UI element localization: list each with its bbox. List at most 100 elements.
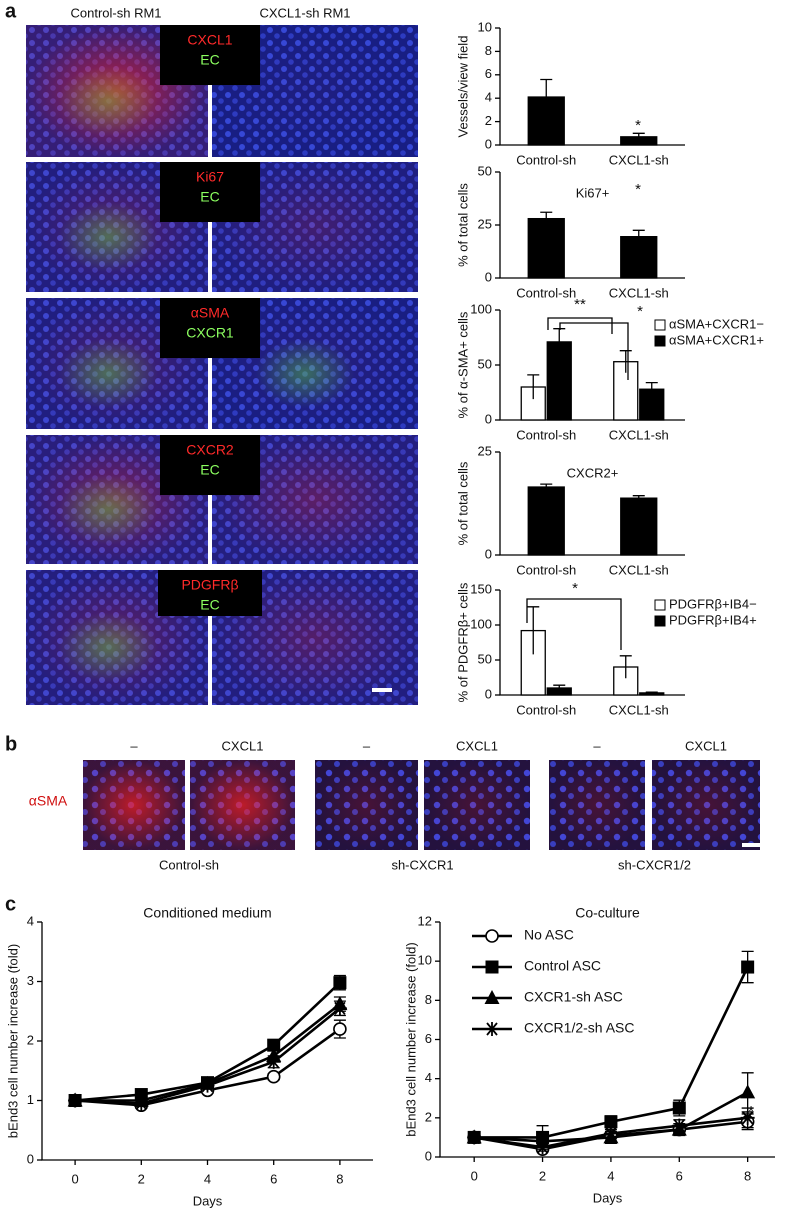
scale-bar bbox=[372, 688, 392, 692]
legend-label: CXCR1/2-sh ASC bbox=[524, 1020, 634, 1036]
x-tick-label: 6 bbox=[270, 1171, 277, 1186]
legend-label: Control ASC bbox=[524, 958, 601, 974]
y-tick-label: 0 bbox=[485, 546, 492, 561]
significance-bracket bbox=[526, 598, 622, 650]
column-header: Control-sh RM1 bbox=[70, 5, 161, 20]
marker bbox=[267, 1038, 281, 1052]
stain-label: PDGFRβ bbox=[181, 577, 238, 593]
x-tick-label: 2 bbox=[539, 1168, 546, 1183]
stain-label: EC bbox=[200, 52, 219, 68]
y-tick-label: 4 bbox=[425, 1070, 432, 1085]
y-tick-label: 2 bbox=[425, 1109, 432, 1124]
bar bbox=[639, 388, 665, 421]
error-bar bbox=[619, 350, 632, 373]
legend-label: αSMA+CXCR1+ bbox=[669, 332, 764, 347]
marker bbox=[266, 1069, 281, 1084]
y-tick-label: 10 bbox=[418, 953, 432, 968]
legend-marker bbox=[485, 929, 499, 943]
column-header: CXCL1-sh RM1 bbox=[259, 5, 350, 20]
x-tick-label: 8 bbox=[336, 1171, 343, 1186]
stain-box bbox=[160, 435, 260, 495]
y-tick-label: 4 bbox=[27, 913, 34, 928]
marker bbox=[740, 1110, 755, 1125]
panel-label: c bbox=[5, 893, 16, 915]
legend-marker bbox=[485, 1022, 499, 1036]
y-tick-label: 25 bbox=[478, 216, 492, 231]
scale-bar bbox=[742, 843, 770, 847]
micrograph-stain bbox=[652, 760, 760, 850]
error-bar-line bbox=[553, 328, 566, 356]
error-bar-line bbox=[619, 655, 632, 679]
x-tick-label: 6 bbox=[676, 1168, 683, 1183]
legend-label: CXCR1-sh ASC bbox=[524, 989, 623, 1005]
bar bbox=[620, 236, 658, 279]
error-bar bbox=[619, 655, 632, 679]
legend-marker bbox=[484, 990, 500, 1004]
x-tick-label: 0 bbox=[471, 1168, 478, 1183]
y-axis-label: % of total cells bbox=[455, 183, 470, 267]
legend-label: PDGFRβ+IB4+ bbox=[669, 612, 757, 627]
micrograph-stain bbox=[315, 760, 418, 850]
y-tick-label: 0 bbox=[27, 1151, 34, 1166]
y-axis-label: Vessels/view field bbox=[455, 36, 470, 138]
error-bar-line bbox=[632, 132, 645, 141]
stain-label: αSMA bbox=[191, 305, 230, 321]
marker bbox=[672, 1101, 686, 1115]
x-tick-label: CXCL1-sh bbox=[609, 702, 669, 717]
marker bbox=[333, 1022, 347, 1036]
legend-label: PDGFRβ+IB4− bbox=[669, 596, 757, 611]
stain-label: αSMA bbox=[29, 793, 68, 809]
condition-label: CXCL1 bbox=[456, 738, 498, 753]
micrograph-stain bbox=[57, 338, 158, 409]
x-tick-label: 4 bbox=[204, 1171, 211, 1186]
micrograph-stain bbox=[57, 66, 158, 136]
y-tick-label: 100 bbox=[470, 616, 492, 631]
chart-title: Ki67+ bbox=[576, 185, 610, 200]
panel-label: a bbox=[5, 0, 17, 22]
micrograph-stain bbox=[254, 338, 355, 409]
x-axis-label: Days bbox=[193, 1193, 223, 1208]
marker bbox=[333, 976, 347, 990]
x-tick-label: Control-sh bbox=[516, 152, 576, 167]
stain-box bbox=[160, 298, 260, 358]
y-tick-label: 4 bbox=[485, 90, 492, 105]
y-tick-label: 50 bbox=[478, 651, 492, 666]
marker bbox=[603, 1126, 618, 1141]
x-tick-label: CXCL1-sh bbox=[609, 152, 669, 167]
legend-swatch bbox=[654, 319, 666, 331]
legend-swatch bbox=[654, 615, 666, 627]
x-tick-label: 8 bbox=[744, 1168, 751, 1183]
micrograph-stain bbox=[424, 760, 530, 850]
error-bar-line bbox=[540, 483, 553, 490]
stain-label: EC bbox=[200, 189, 219, 205]
y-tick-label: 6 bbox=[425, 1031, 432, 1046]
condition-label: – bbox=[363, 738, 371, 753]
marker bbox=[672, 1118, 687, 1133]
annotation: * bbox=[748, 1103, 754, 1120]
legend-swatch bbox=[654, 599, 666, 611]
x-tick-label: CXCL1-sh bbox=[609, 562, 669, 577]
legend-marker bbox=[485, 960, 499, 974]
y-tick-label: 25 bbox=[478, 443, 492, 458]
legend-label: No ASC bbox=[524, 927, 574, 943]
marker bbox=[485, 1022, 499, 1036]
x-tick-label: 4 bbox=[607, 1168, 614, 1183]
marker bbox=[332, 1001, 347, 1016]
condition-label: – bbox=[593, 738, 601, 753]
x-tick-label: Control-sh bbox=[516, 427, 576, 442]
y-tick-label: 50 bbox=[478, 163, 492, 178]
y-tick-label: 8 bbox=[425, 992, 432, 1007]
marker bbox=[68, 1093, 83, 1108]
marker bbox=[604, 1115, 618, 1129]
annotation: * bbox=[635, 181, 641, 198]
marker bbox=[484, 990, 500, 1004]
marker bbox=[467, 1130, 482, 1145]
error-bar bbox=[540, 78, 553, 115]
chart-title: CXCR2+ bbox=[567, 465, 619, 480]
y-tick-label: 0 bbox=[485, 136, 492, 151]
y-axis-label: % of α-SMA+ cells bbox=[455, 311, 470, 418]
error-bar-line bbox=[645, 691, 658, 694]
condition-label: CXCL1 bbox=[685, 738, 727, 753]
stain-label: CXCR2 bbox=[186, 442, 234, 458]
